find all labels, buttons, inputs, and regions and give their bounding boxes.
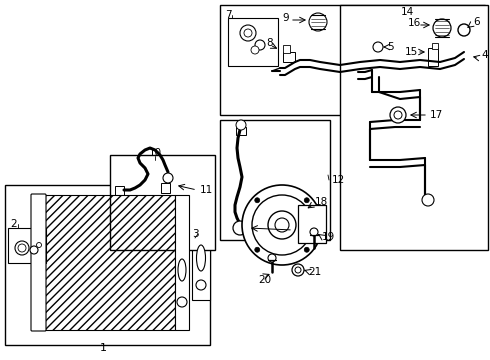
Text: 4: 4 <box>481 50 488 60</box>
Text: 2: 2 <box>10 219 17 229</box>
Circle shape <box>309 13 327 31</box>
Circle shape <box>236 120 246 130</box>
Text: 19: 19 <box>322 232 335 242</box>
Ellipse shape <box>178 259 186 281</box>
Bar <box>8 228 46 263</box>
Bar <box>220 5 485 115</box>
Bar <box>432 43 438 49</box>
Text: 21: 21 <box>308 267 321 277</box>
Circle shape <box>304 198 309 203</box>
FancyBboxPatch shape <box>31 194 46 331</box>
Text: 10: 10 <box>148 148 162 158</box>
Circle shape <box>252 195 312 255</box>
Circle shape <box>458 24 470 36</box>
Circle shape <box>251 46 259 54</box>
Bar <box>283 45 290 53</box>
Circle shape <box>373 42 383 52</box>
Circle shape <box>304 247 309 252</box>
Bar <box>428 48 438 66</box>
Circle shape <box>233 221 247 235</box>
Circle shape <box>196 280 206 290</box>
Bar <box>283 52 295 62</box>
Ellipse shape <box>196 245 205 271</box>
Circle shape <box>422 194 434 206</box>
Text: 9: 9 <box>282 13 289 23</box>
Circle shape <box>242 185 322 265</box>
Bar <box>110 155 215 250</box>
Bar <box>175 195 189 330</box>
Circle shape <box>255 198 260 203</box>
Circle shape <box>310 228 318 236</box>
Text: 1: 1 <box>99 343 106 353</box>
Text: 6: 6 <box>473 17 480 27</box>
Bar <box>220 120 330 240</box>
Circle shape <box>433 19 451 37</box>
Circle shape <box>30 246 38 254</box>
Circle shape <box>163 173 173 183</box>
Circle shape <box>36 243 42 248</box>
Text: 3: 3 <box>192 229 198 239</box>
Circle shape <box>268 254 276 262</box>
Text: 12: 12 <box>332 175 345 185</box>
Text: 5: 5 <box>387 42 393 52</box>
Circle shape <box>394 111 402 119</box>
Bar <box>45 195 175 330</box>
Bar <box>115 186 124 195</box>
Text: 17: 17 <box>430 110 443 120</box>
Circle shape <box>390 107 406 123</box>
Circle shape <box>15 241 29 255</box>
Bar <box>5 185 210 345</box>
Circle shape <box>240 25 256 41</box>
Text: 16: 16 <box>408 18 421 28</box>
Circle shape <box>255 40 265 50</box>
Text: 15: 15 <box>405 47 418 57</box>
Circle shape <box>268 211 296 239</box>
Text: 14: 14 <box>400 7 414 17</box>
Circle shape <box>18 244 26 252</box>
Circle shape <box>255 247 260 252</box>
Bar <box>298 205 326 243</box>
Bar <box>161 183 170 193</box>
Bar <box>236 127 246 135</box>
Circle shape <box>244 29 252 37</box>
Bar <box>340 5 488 250</box>
Circle shape <box>295 267 301 273</box>
Circle shape <box>292 264 304 276</box>
Text: 7: 7 <box>225 10 232 20</box>
Bar <box>228 18 278 66</box>
Text: 13: 13 <box>295 227 308 237</box>
Text: 11: 11 <box>200 185 213 195</box>
Text: 18: 18 <box>315 197 328 207</box>
Text: 8: 8 <box>267 38 273 48</box>
Text: 20: 20 <box>258 275 271 285</box>
Bar <box>192 238 210 300</box>
Circle shape <box>177 297 187 307</box>
Circle shape <box>275 218 289 232</box>
